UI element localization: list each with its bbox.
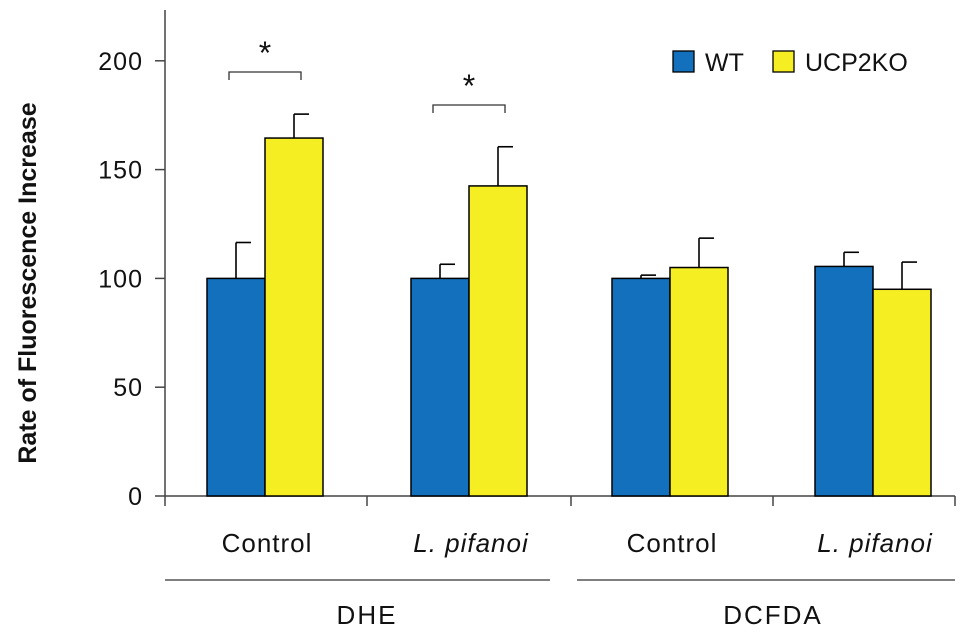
y-axis-title: Rate of Fluorescence Increase — [14, 102, 42, 463]
significance-asterisk: * — [259, 35, 271, 71]
legend-label: UCP2KO — [805, 49, 908, 77]
significance-asterisk: * — [463, 68, 475, 104]
group-label: DCFDA — [723, 600, 823, 630]
group-labels: DHE DCFDA — [165, 579, 955, 630]
y-tick-label: 150 — [98, 157, 143, 185]
significance-bracket — [228, 71, 302, 80]
category-label: L. pifanoi — [817, 528, 933, 558]
bars — [206, 137, 932, 497]
bar-wt — [611, 277, 671, 497]
bar-ucp2ko — [669, 266, 729, 497]
y-tick-label: 0 — [128, 483, 143, 511]
legend-swatch — [672, 50, 695, 73]
x-axis-labels: Control L. pifanoi Control L. pifanoi — [222, 528, 933, 558]
y-tick-label: 50 — [113, 374, 143, 402]
category-label: Control — [627, 528, 718, 558]
y-tick-label: 200 — [98, 48, 143, 76]
significance-markers: ** — [228, 35, 506, 113]
bar-wt — [410, 277, 470, 497]
bar-ucp2ko — [468, 185, 528, 497]
significance-bracket — [432, 104, 506, 113]
legend-swatch — [772, 50, 795, 73]
legend: WT UCP2KO — [672, 49, 908, 77]
y-tick-label: 100 — [98, 265, 143, 293]
category-label: Control — [222, 528, 313, 558]
group-label: DHE — [337, 600, 398, 630]
bar-wt — [814, 265, 874, 497]
error-bars — [235, 113, 917, 290]
category-label: L. pifanoi — [413, 528, 529, 558]
legend-label: WT — [705, 49, 744, 77]
bar-ucp2ko — [872, 288, 932, 497]
bar-ucp2ko — [264, 137, 324, 497]
bar-wt — [206, 277, 266, 497]
